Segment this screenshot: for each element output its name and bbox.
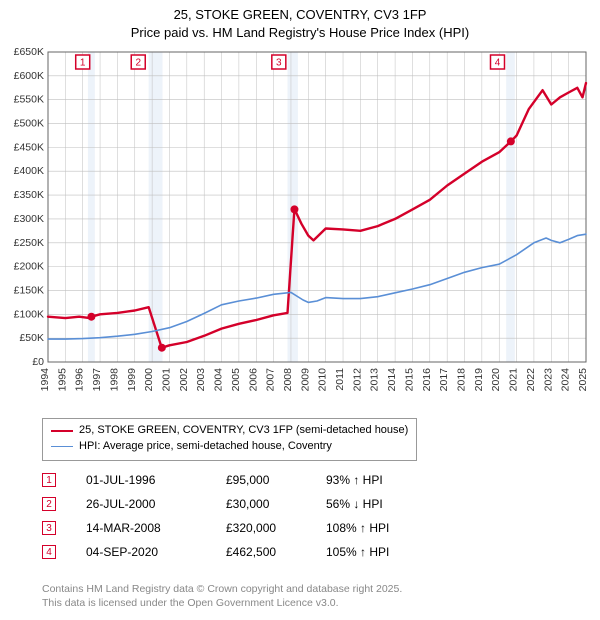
svg-text:2011: 2011: [334, 368, 346, 391]
svg-text:2025: 2025: [577, 368, 589, 392]
svg-text:2018: 2018: [456, 368, 468, 392]
svg-text:2020: 2020: [490, 368, 502, 392]
svg-text:2008: 2008: [282, 368, 294, 392]
transaction-badge: 3: [42, 521, 56, 535]
transaction-date: 14-MAR-2008: [86, 521, 226, 535]
legend-item: 25, STOKE GREEN, COVENTRY, CV3 1FP (semi…: [51, 423, 408, 439]
svg-text:2016: 2016: [421, 368, 433, 392]
transaction-pct: 93% ↑ HPI: [326, 473, 446, 487]
legend: 25, STOKE GREEN, COVENTRY, CV3 1FP (semi…: [42, 418, 417, 461]
svg-text:2001: 2001: [160, 368, 172, 392]
chart-area: £0 £50K £100K £150K £200K £250K £300K £350K £400…: [0, 44, 600, 414]
svg-text:2014: 2014: [386, 368, 398, 392]
svg-text:£350K: £350K: [14, 189, 44, 201]
transaction-badge: 2: [42, 497, 56, 511]
svg-text:2021: 2021: [508, 368, 520, 392]
svg-text:1997: 1997: [91, 368, 103, 392]
svg-text:£450K: £450K: [14, 141, 44, 153]
transactions-table: 1 01-JUL-1996£95,00093% ↑ HPI 2 26-JUL-2000…: [42, 468, 446, 564]
svg-text:4: 4: [495, 58, 501, 69]
svg-text:£300K: £300K: [14, 213, 44, 225]
svg-text:2015: 2015: [403, 368, 415, 392]
svg-text:1998: 1998: [108, 368, 120, 392]
svg-text:£100K: £100K: [14, 308, 44, 320]
svg-text:2005: 2005: [230, 368, 242, 392]
footer-line1: Contains HM Land Registry data © Crown c…: [42, 582, 402, 596]
transaction-row: 4 04-SEP-2020£462,500105% ↑ HPI: [42, 540, 446, 564]
svg-text:£150K: £150K: [14, 284, 44, 296]
legend-swatch: [51, 430, 73, 432]
transaction-date: 26-JUL-2000: [86, 497, 226, 511]
svg-text:2024: 2024: [560, 368, 572, 392]
legend-label: HPI: Average price, semi-detached house,…: [79, 439, 332, 455]
transaction-price: £462,500: [226, 545, 326, 559]
transaction-date: 01-JUL-1996: [86, 473, 226, 487]
svg-text:2009: 2009: [299, 368, 311, 392]
svg-text:2004: 2004: [213, 368, 225, 392]
svg-text:2000: 2000: [143, 368, 155, 392]
legend-label: 25, STOKE GREEN, COVENTRY, CV3 1FP (semi…: [79, 423, 408, 439]
transaction-row: 1 01-JUL-1996£95,00093% ↑ HPI: [42, 468, 446, 492]
svg-text:2017: 2017: [438, 368, 450, 392]
svg-text:2006: 2006: [247, 368, 259, 392]
svg-text:2012: 2012: [351, 368, 363, 392]
svg-text:2010: 2010: [317, 368, 329, 392]
svg-text:2023: 2023: [542, 368, 554, 392]
svg-text:2003: 2003: [195, 368, 207, 392]
transaction-date: 04-SEP-2020: [86, 545, 226, 559]
title-subtitle: Price paid vs. HM Land Registry's House …: [0, 24, 600, 42]
transaction-pct: 56% ↓ HPI: [326, 497, 446, 511]
svg-text:£600K: £600K: [14, 70, 44, 82]
svg-text:1996: 1996: [74, 368, 86, 392]
legend-swatch: [51, 446, 73, 447]
chart-title: 25, STOKE GREEN, COVENTRY, CV3 1FP Price…: [0, 0, 600, 41]
svg-text:2007: 2007: [265, 368, 277, 392]
svg-text:£650K: £650K: [14, 46, 44, 58]
svg-text:1999: 1999: [126, 368, 138, 392]
svg-text:2019: 2019: [473, 368, 485, 392]
transaction-pct: 108% ↑ HPI: [326, 521, 446, 535]
svg-text:3: 3: [276, 58, 282, 69]
svg-text:1994: 1994: [39, 368, 51, 392]
legend-item: HPI: Average price, semi-detached house,…: [51, 439, 408, 455]
svg-text:1995: 1995: [56, 368, 68, 392]
svg-text:£250K: £250K: [14, 237, 44, 249]
svg-text:£200K: £200K: [14, 261, 44, 273]
chart-svg: £0 £50K £100K £150K £200K £250K £300K £350K £400…: [0, 44, 600, 414]
svg-text:2013: 2013: [369, 368, 381, 392]
transaction-pct: 105% ↑ HPI: [326, 545, 446, 559]
footer: Contains HM Land Registry data © Crown c…: [42, 582, 402, 610]
svg-text:£0: £0: [32, 356, 44, 368]
transaction-badge: 4: [42, 545, 56, 559]
transaction-row: 3 14-MAR-2008£320,000108% ↑ HPI: [42, 516, 446, 540]
svg-text:1: 1: [80, 58, 86, 69]
transaction-price: £320,000: [226, 521, 326, 535]
svg-text:2022: 2022: [525, 368, 537, 392]
title-address: 25, STOKE GREEN, COVENTRY, CV3 1FP: [0, 6, 600, 24]
svg-text:£400K: £400K: [14, 165, 44, 177]
svg-text:£500K: £500K: [14, 118, 44, 130]
footer-line2: This data is licensed under the Open Gov…: [42, 596, 402, 610]
transaction-price: £30,000: [226, 497, 326, 511]
svg-text:£550K: £550K: [14, 94, 44, 106]
svg-text:2002: 2002: [178, 368, 190, 392]
transaction-badge: 1: [42, 473, 56, 487]
svg-text:2: 2: [135, 58, 141, 69]
transaction-price: £95,000: [226, 473, 326, 487]
transaction-row: 2 26-JUL-2000£30,00056% ↓ HPI: [42, 492, 446, 516]
svg-text:£50K: £50K: [19, 332, 44, 344]
